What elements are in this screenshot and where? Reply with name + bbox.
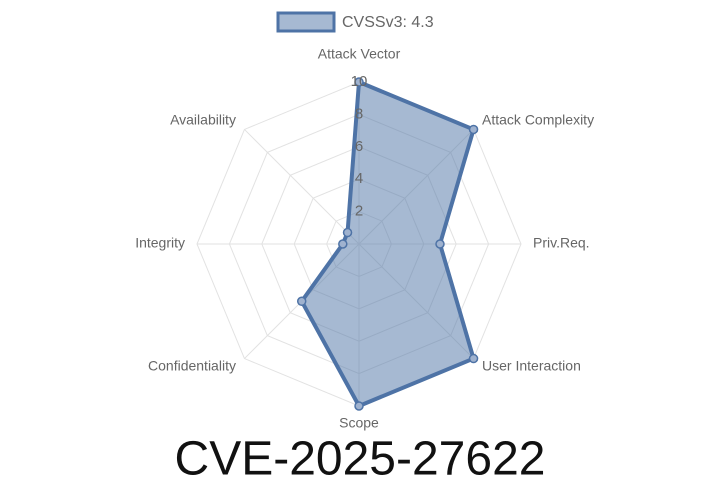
- spoke: [244, 129, 360, 245]
- axis-label: Scope: [339, 415, 379, 431]
- radar-point: [338, 239, 348, 249]
- axis-label: Integrity: [135, 235, 185, 251]
- axis-label: Availability: [170, 112, 236, 128]
- radar-point: [354, 401, 364, 411]
- axis-label: Priv.Req.: [533, 235, 590, 251]
- chart-title: CVE-2025-27622: [175, 433, 546, 486]
- axis-label: User Interaction: [482, 358, 581, 374]
- radar-point: [468, 353, 479, 364]
- radar-point: [468, 124, 479, 135]
- radar-point: [342, 227, 353, 238]
- axis-label: Attack Complexity: [482, 112, 594, 128]
- r-tick-label: 6: [355, 138, 363, 155]
- legend-swatch[interactable]: [276, 11, 336, 33]
- r-tick-label: 8: [355, 105, 363, 122]
- legend-label[interactable]: CVSSv3: 4.3: [342, 14, 434, 31]
- r-tick-label: 10: [351, 73, 368, 90]
- radar-point: [435, 239, 445, 249]
- axis-label: Attack Vector: [318, 46, 401, 62]
- radar-point: [354, 77, 364, 87]
- r-tick-label: 2: [355, 203, 363, 220]
- radar-point: [296, 296, 307, 307]
- r-tick-label: 4: [355, 170, 363, 187]
- axis-label: Confidentiality: [148, 358, 236, 374]
